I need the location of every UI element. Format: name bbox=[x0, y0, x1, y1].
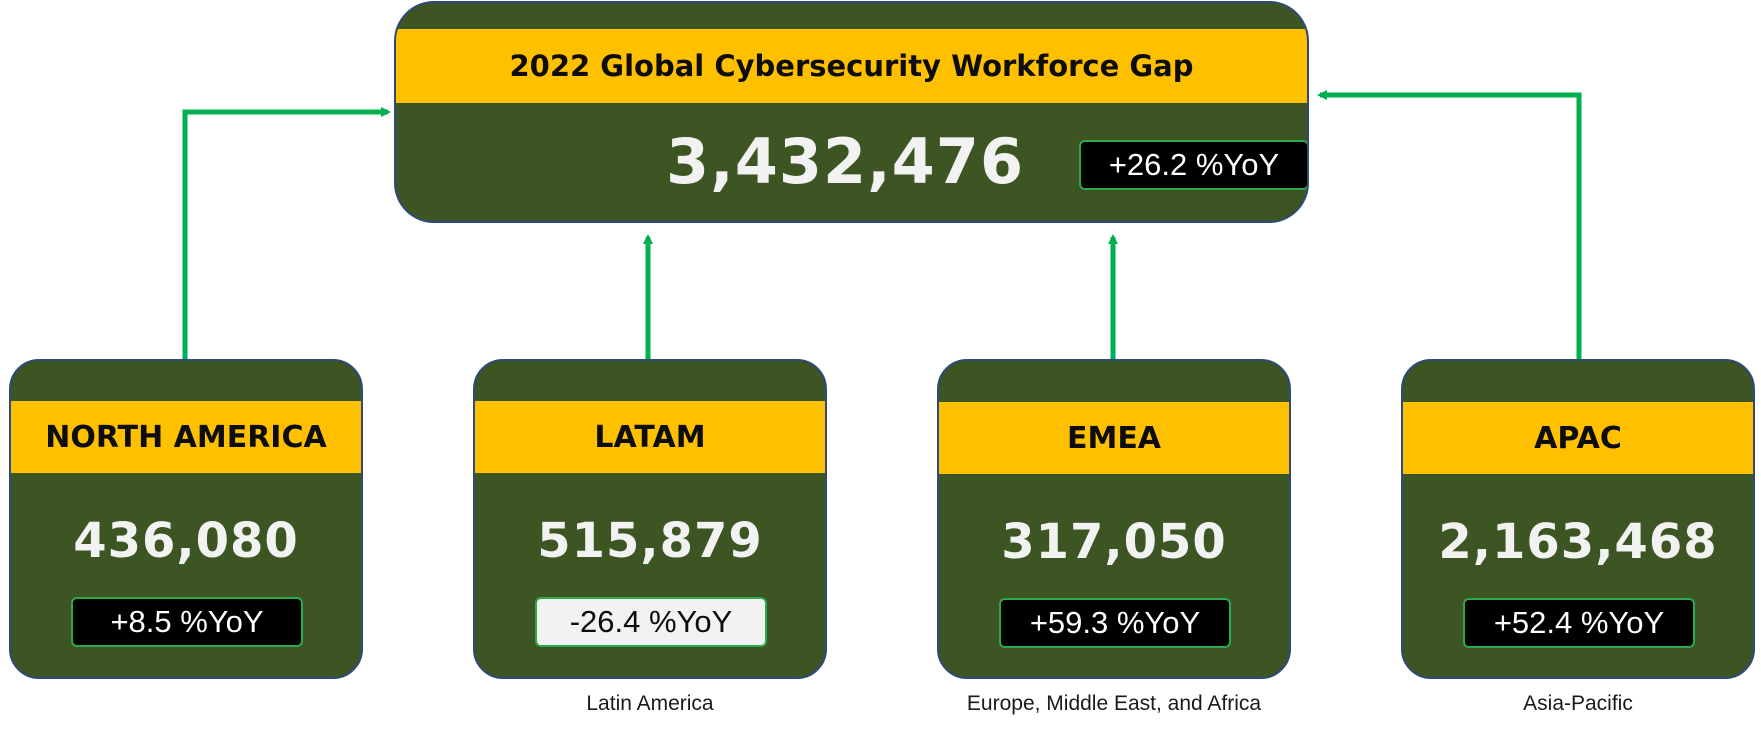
global-card: 2022 Global Cybersecurity Workforce Gap … bbox=[394, 1, 1309, 223]
caption-latam: Latin America bbox=[586, 692, 714, 715]
region-yoy-badge: +52.4 %YoY bbox=[1463, 598, 1695, 648]
global-title: 2022 Global Cybersecurity Workforce Gap bbox=[509, 49, 1194, 83]
region-value: 317,050 bbox=[1001, 514, 1227, 570]
global-title-band: 2022 Global Cybersecurity Workforce Gap bbox=[396, 29, 1307, 103]
arrow-north-america bbox=[182, 107, 391, 359]
global-value: 3,432,476 bbox=[666, 125, 1025, 198]
region-card-north-america: NORTH AMERICA 436,080 +8.5 %YoY bbox=[9, 359, 363, 679]
region-name-band: APAC bbox=[1403, 402, 1753, 474]
region-card-latam: LATAM 515,879 -26.4 %YoY bbox=[473, 359, 827, 679]
region-yoy-badge: +8.5 %YoY bbox=[71, 597, 303, 647]
region-name-band: NORTH AMERICA bbox=[11, 401, 361, 473]
region-yoy-badge: +59.3 %YoY bbox=[999, 598, 1231, 648]
region-name: NORTH AMERICA bbox=[45, 419, 327, 455]
region-yoy-badge: -26.4 %YoY bbox=[535, 597, 767, 647]
caption-emea: Europe, Middle East, and Africa bbox=[966, 692, 1262, 715]
arrow-apac bbox=[1317, 90, 1582, 359]
region-value: 436,080 bbox=[73, 513, 299, 569]
caption-apac: Asia-Pacific bbox=[1523, 692, 1633, 715]
global-yoy-badge: +26.2 %YoY bbox=[1079, 140, 1307, 190]
region-name-band: EMEA bbox=[939, 402, 1289, 474]
region-name: EMEA bbox=[1066, 420, 1162, 456]
region-name: LATAM bbox=[594, 419, 706, 455]
region-value: 515,879 bbox=[537, 513, 763, 569]
region-card-emea: EMEA 317,050 +59.3 %YoY bbox=[937, 359, 1291, 679]
region-card-apac: APAC 2,163,468 +52.4 %YoY bbox=[1401, 359, 1755, 679]
region-name-band: LATAM bbox=[475, 401, 825, 473]
region-value: 2,163,468 bbox=[1438, 514, 1718, 570]
region-name: APAC bbox=[1534, 420, 1622, 456]
